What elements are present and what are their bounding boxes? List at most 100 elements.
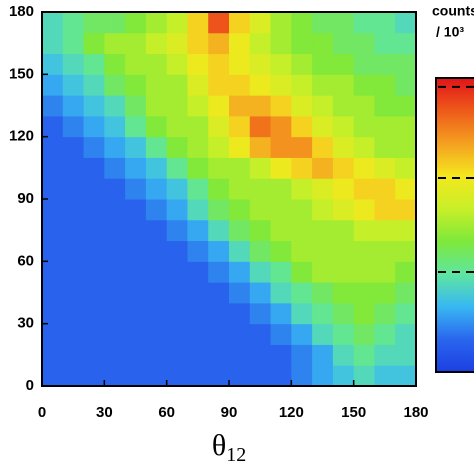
heat-cell <box>104 261 126 283</box>
heat-cell <box>104 302 126 325</box>
heat-cell <box>249 115 272 138</box>
heat-cell <box>125 157 147 179</box>
heat-cell <box>104 12 126 34</box>
heat-cell <box>83 53 105 75</box>
heat-cell <box>166 323 188 345</box>
colorbar-label: counts <box>432 3 474 19</box>
heat-cell <box>125 136 147 158</box>
heat-cell <box>166 240 188 262</box>
heat-cell <box>42 240 64 262</box>
heat-cell <box>332 12 355 34</box>
heat-cell <box>104 95 126 117</box>
heat-cell <box>42 365 64 387</box>
x-tick-label: 120 <box>279 404 304 421</box>
heat-cell <box>145 178 168 200</box>
heat-cell <box>125 240 147 262</box>
heat-cell <box>270 240 292 262</box>
heat-cell <box>208 157 230 179</box>
heat-cell <box>208 240 230 262</box>
heat-cell <box>249 219 272 242</box>
heat-cell <box>270 219 292 242</box>
x-label-base: θ <box>212 429 226 462</box>
heat-cell <box>312 323 334 345</box>
heat-cell <box>145 53 168 75</box>
heat-cell <box>125 95 147 117</box>
x-axis-label: θ12 <box>212 429 246 466</box>
heat-cell <box>374 365 396 387</box>
heat-cell <box>332 282 355 304</box>
heat-cell <box>229 115 251 138</box>
heat-cell <box>62 53 85 75</box>
heat-cell <box>395 219 417 242</box>
heat-cell <box>208 261 230 283</box>
heat-cell <box>229 261 251 283</box>
heat-cell <box>291 219 313 242</box>
heat-cell <box>208 219 230 242</box>
heat-cell <box>83 240 105 262</box>
heat-cell <box>145 95 168 117</box>
heat-cell <box>104 240 126 262</box>
heat-cell <box>291 32 313 55</box>
heat-cell <box>62 12 85 34</box>
heat-cell <box>291 323 313 345</box>
heat-cell <box>166 344 188 366</box>
heat-cell <box>166 95 188 117</box>
heat-cell <box>62 199 85 221</box>
x-tick-label: 0 <box>38 404 46 421</box>
heat-cell <box>374 199 396 221</box>
heat-cell <box>291 240 313 262</box>
heat-cell <box>83 261 105 283</box>
heat-cell <box>312 136 334 158</box>
heat-cell <box>312 199 334 221</box>
heat-cell <box>332 240 355 262</box>
heat-cell <box>187 199 209 221</box>
heat-cell <box>187 365 209 387</box>
heat-cell <box>42 53 64 75</box>
heat-cell <box>312 261 334 283</box>
heat-cell <box>42 302 64 325</box>
heat-cell <box>187 178 209 200</box>
heat-cell <box>62 115 85 138</box>
heat-cell <box>395 136 417 158</box>
heat-cell <box>166 282 188 304</box>
heat-cell <box>353 302 375 325</box>
heat-cell <box>249 199 272 221</box>
heat-cell <box>145 282 168 304</box>
heat-cell <box>145 240 168 262</box>
heat-cell <box>374 323 396 345</box>
heat-cell <box>187 74 209 96</box>
heat-cell <box>374 178 396 200</box>
heat-cell <box>374 32 396 55</box>
heat-cell <box>353 199 375 221</box>
heat-cell <box>312 53 334 75</box>
heat-cell <box>229 136 251 158</box>
heat-cell <box>249 344 272 366</box>
heat-cell <box>374 282 396 304</box>
heat-cell <box>312 115 334 138</box>
heat-cell <box>395 12 417 34</box>
heat-cell <box>42 32 64 55</box>
heat-cell <box>208 53 230 75</box>
heat-cell <box>208 32 230 55</box>
heat-cell <box>187 95 209 117</box>
heat-cell <box>395 302 417 325</box>
heat-cell <box>270 261 292 283</box>
heat-cell <box>145 365 168 387</box>
heat-cell <box>83 219 105 242</box>
heat-cell <box>374 53 396 75</box>
heat-cell <box>332 136 355 158</box>
heat-cell <box>62 95 85 117</box>
heat-cell <box>229 157 251 179</box>
heat-cell <box>83 344 105 366</box>
heat-cell <box>187 136 209 158</box>
heat-cell <box>166 53 188 75</box>
heat-cell <box>145 302 168 325</box>
heat-cell <box>166 115 188 138</box>
heat-cell <box>145 199 168 221</box>
heat-cell <box>374 136 396 158</box>
heat-cell <box>249 178 272 200</box>
x-tick-label: 30 <box>96 404 113 421</box>
heat-cell <box>42 95 64 117</box>
heat-cell <box>208 178 230 200</box>
heat-cell <box>229 344 251 366</box>
